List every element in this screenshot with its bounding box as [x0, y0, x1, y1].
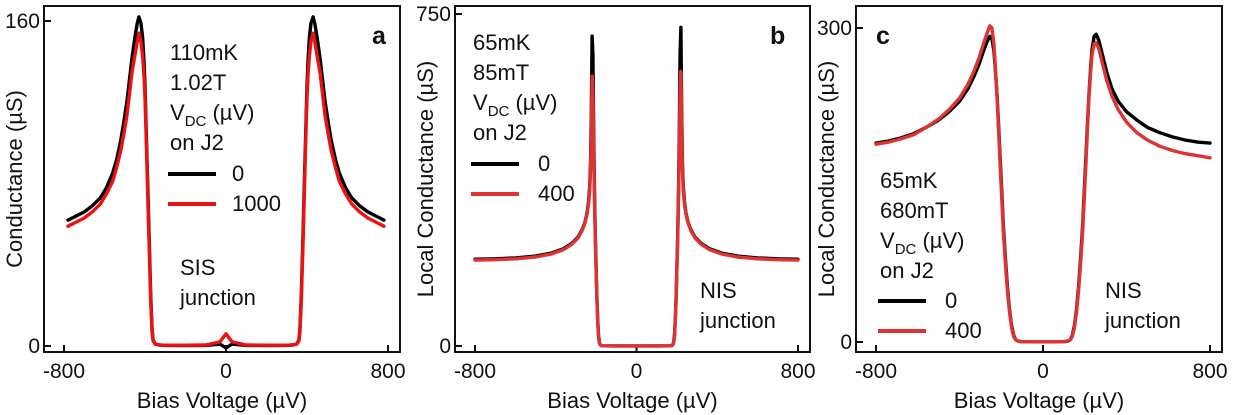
y-axis-label: Local Conductance (µS)	[413, 61, 438, 297]
legend-entry-label: 400	[538, 181, 575, 206]
plot-frame	[454, 5, 811, 353]
junction-label: junction	[1104, 308, 1181, 333]
y-tick-label: 0	[28, 335, 40, 358]
y-tick-label: 300	[817, 17, 852, 40]
x-axis-label: Bias Voltage (µV)	[547, 388, 717, 413]
legend-title-line: 1.02T	[170, 70, 226, 95]
y-axis-label: Local Conductance (µS)	[814, 61, 839, 297]
series-line-1000	[66, 31, 386, 347]
y-tick-label: 160	[5, 10, 40, 33]
y-tick-label: 0	[840, 331, 852, 354]
legend-title-line: 680mT	[880, 198, 948, 223]
junction-label: SIS	[180, 255, 215, 280]
y-axis-label: Conductance (µS)	[2, 90, 27, 268]
junction-label: junction	[699, 308, 776, 333]
junction-label: junction	[179, 285, 256, 310]
legend-title-line: 85mT	[473, 60, 529, 85]
legend-title-line: 65mK	[880, 168, 938, 193]
legend-entry-label: 400	[945, 318, 982, 343]
legend-entry-label: 0	[538, 151, 550, 176]
panel-letter: b	[770, 22, 785, 50]
legend-entry-label: 0	[232, 161, 244, 186]
panel-letter: c	[876, 22, 890, 50]
x-tick-label: 800	[1192, 360, 1227, 383]
legend-title-line: on J2	[473, 120, 527, 145]
x-tick-label: 800	[370, 360, 405, 383]
x-tick-label: -800	[43, 360, 85, 383]
legend-title-line: 110mK	[170, 40, 238, 65]
legend-title-line: VDC (µV)	[880, 228, 964, 258]
junction-label: NIS	[700, 278, 737, 303]
x-tick-label: 0	[1037, 360, 1049, 383]
y-tick-label: 0	[439, 335, 451, 358]
legend-title-line: 65mK	[473, 30, 531, 55]
panel-letter: a	[372, 22, 387, 50]
legend-entry-label: 0	[945, 288, 957, 313]
x-tick-label: 800	[780, 360, 815, 383]
legend-title-line: VDC (µV)	[170, 100, 254, 130]
legend-entry-label: 1000	[232, 191, 281, 216]
plot-frame	[855, 5, 1223, 353]
x-tick-label: 0	[631, 360, 643, 383]
x-tick-label: -800	[855, 360, 897, 383]
series-line-400	[473, 69, 800, 348]
y-tick-label: 750	[416, 3, 451, 26]
x-tick-label: -800	[454, 360, 496, 383]
junction-label: NIS	[1105, 278, 1142, 303]
legend-title-line: on J2	[880, 258, 934, 283]
x-tick-label: 0	[220, 360, 232, 383]
x-axis-label: Bias Voltage (µV)	[954, 388, 1124, 413]
series-line-400	[874, 24, 1212, 344]
legend-title-line: VDC (µV)	[473, 90, 557, 120]
plot-frame	[43, 5, 401, 353]
legend-title-line: on J2	[170, 130, 224, 155]
x-axis-label: Bias Voltage (µV)	[137, 388, 307, 413]
